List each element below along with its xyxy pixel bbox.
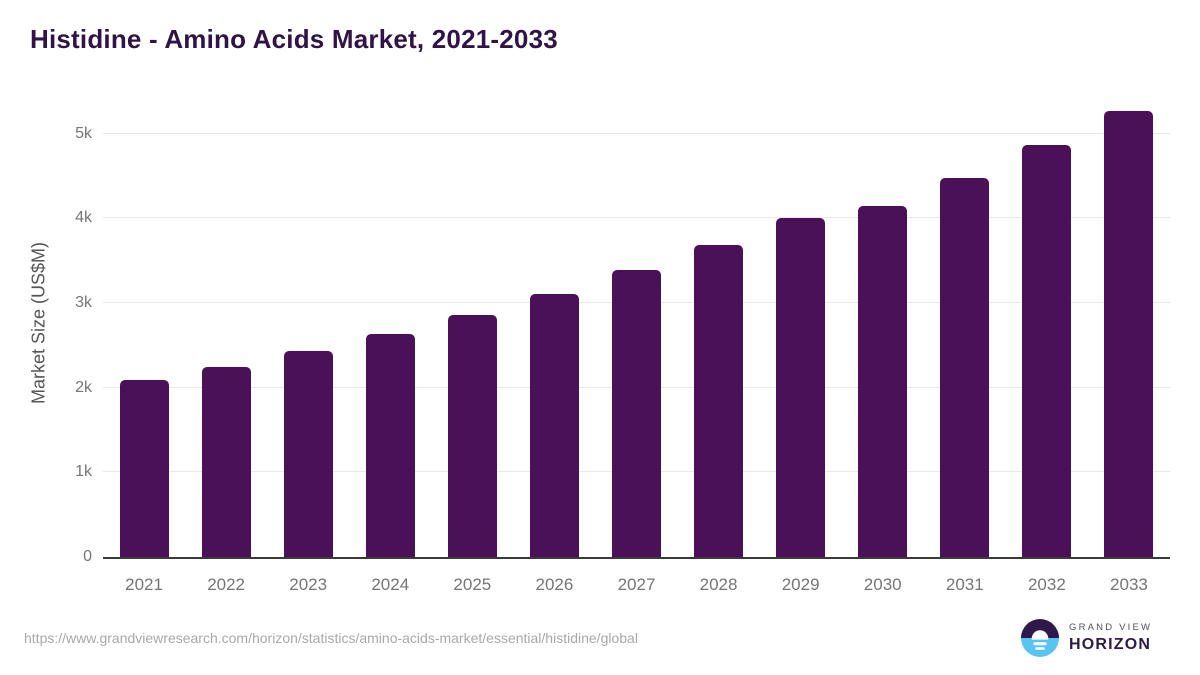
bar-2031[interactable] [940,177,990,557]
x-tick-label-2027: 2027 [617,575,656,594]
x-tick-label-2030: 2030 [863,575,902,594]
bar-2025[interactable] [447,314,497,557]
bar-2029[interactable] [776,218,826,557]
bar-2021[interactable] [119,380,169,557]
bar-2032[interactable] [1022,145,1072,557]
bar-2033[interactable] [1104,110,1154,557]
x-tick-label-2021: 2021 [125,575,163,594]
y-tick-label-5k: 5k [75,124,92,142]
bar-2026[interactable] [529,293,579,557]
brand-logo: GRAND VIEW HORIZON [1021,619,1152,657]
brand-name-bottom: HORIZON [1069,636,1152,653]
x-tick-label-2024: 2024 [371,575,410,594]
brand-logo-text: GRAND VIEW HORIZON [1069,622,1152,654]
y-tick-label-1k: 1k [75,463,92,481]
source-url: https://www.grandviewresearch.com/horizo… [24,630,638,646]
x-tick-label-2032: 2032 [1027,575,1066,594]
x-tick-label-2022: 2022 [207,575,246,594]
x-tick-label-2028: 2028 [699,575,738,594]
bar-2027[interactable] [612,270,661,557]
bar-2028[interactable] [694,245,744,557]
horizon-logo-icon [1021,619,1059,657]
y-tick-label-2k: 2k [75,378,92,396]
bar-2024[interactable] [365,333,415,557]
plot-area: 2021 2022 2023 2024 2025 2026 2027 2028 2029 2030… [103,105,1170,594]
y-tick-label-0: 0 [83,548,92,565]
y-axis-labels: 0 1k 2k 3k 4k 5k [0,105,92,564]
chart-title: Histidine - Amino Acids Market, 2021-203… [30,24,558,54]
x-tick-label-2033: 2033 [1110,575,1148,594]
y-tick-label-3k: 3k [75,294,92,312]
bar-2030[interactable] [858,205,908,557]
brand-name-top: GRAND VIEW [1069,622,1153,633]
x-tick-label-2026: 2026 [535,575,574,594]
gridline-4k [103,217,1170,219]
x-tick-label-2031: 2031 [945,575,984,594]
x-tick-label-2025: 2025 [453,575,492,594]
bar-2023[interactable] [283,350,333,557]
x-tick-label-2023: 2023 [289,575,328,594]
x-tick-label-2029: 2029 [781,575,820,594]
gridline-5k [103,132,1170,134]
y-tick-label-4k: 4k [75,209,92,227]
bar-2022[interactable] [201,366,251,557]
